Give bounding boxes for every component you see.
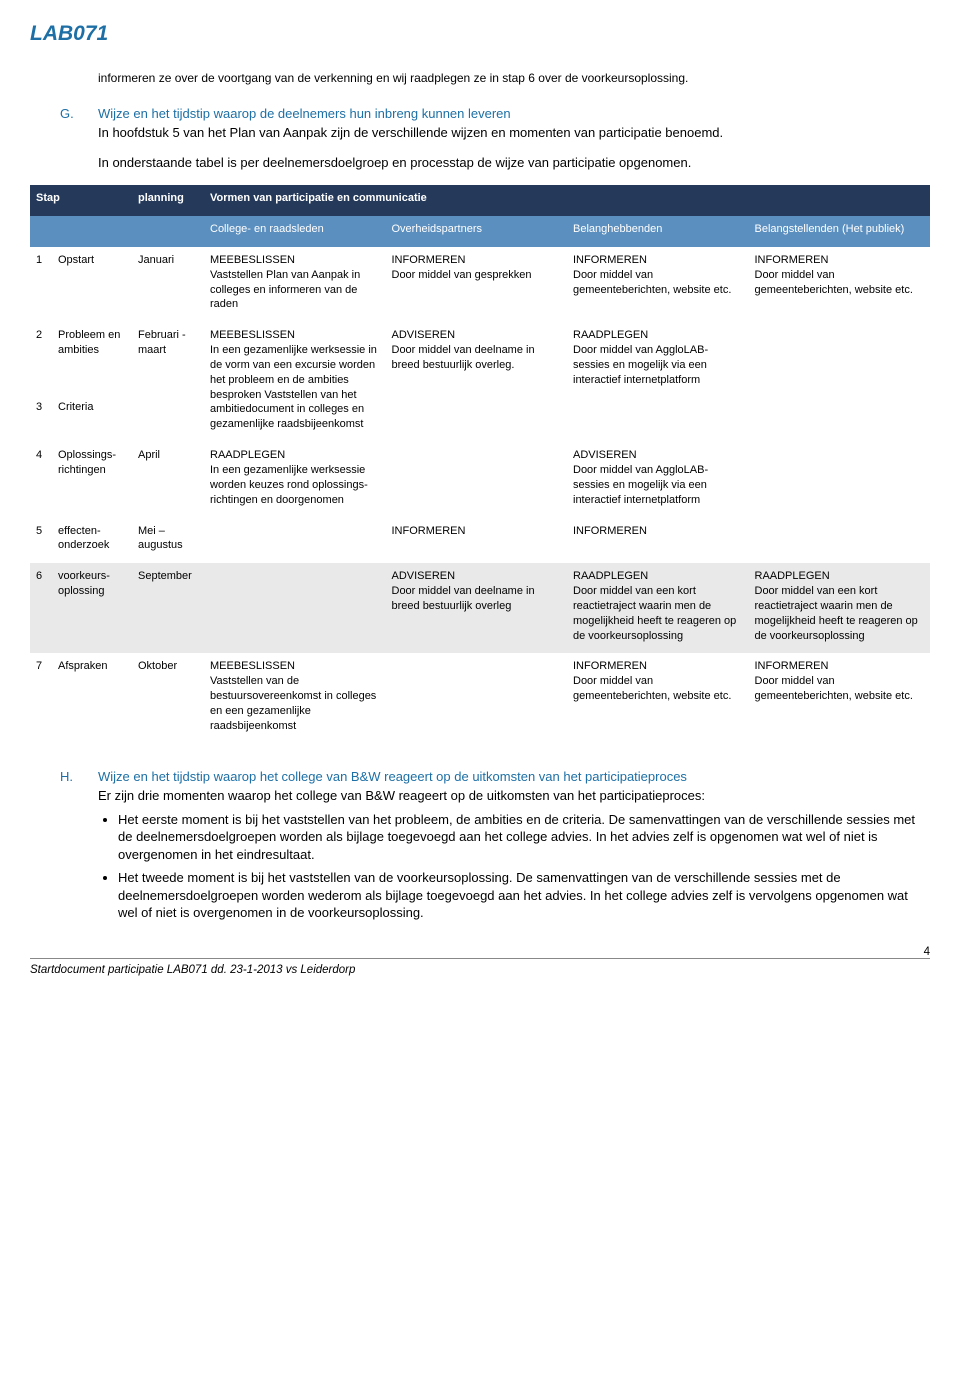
table-header-row-2: College- en raadsleden Overheidspartners… [30, 216, 930, 247]
cell-c1 [204, 563, 386, 653]
table-row: 1 Opstart Januari MEEBESLISSEN Vaststell… [30, 247, 930, 322]
cell-c3: ADVISEREN Door middel van AggloLAB-sessi… [567, 442, 749, 517]
cell-planning: Januari [132, 247, 204, 322]
cell-c1: MEEBESLISSEN Vaststellen van de bestuurs… [204, 653, 386, 743]
table-row: 2 Probleem en ambities Februari - maart … [30, 322, 930, 394]
cell-c2: INFORMEREN [386, 518, 568, 564]
section-g: G. Wijze en het tijdstip waarop de deeln… [60, 105, 930, 172]
cell-planning: April [132, 442, 204, 517]
cell-c3: INFORMEREN Door middel van gemeenteberic… [567, 653, 749, 743]
cell-n: 5 [30, 518, 52, 564]
cell-planning: Februari - maart [132, 322, 204, 394]
cell-n: 2 [30, 322, 52, 394]
doc-header: LAB071 [30, 20, 930, 48]
section-h-bullets: Het eerste moment is bij het vaststellen… [118, 811, 930, 922]
th-c1: College- en raadsleden [204, 216, 386, 247]
table-header-row-1: Stap planning Vormen van participatie en… [30, 185, 930, 216]
participation-table: Stap planning Vormen van participatie en… [30, 185, 930, 743]
cell-n: 7 [30, 653, 52, 743]
bullet-2: Het tweede moment is bij het vaststellen… [118, 869, 930, 922]
section-g-p2: In onderstaande tabel is per deelnemersd… [98, 154, 930, 172]
cell-c2 [386, 653, 568, 743]
cell-stap: Criteria [52, 394, 132, 442]
section-g-p1: In hoofdstuk 5 van het Plan van Aanpak z… [98, 124, 930, 142]
footer-left: Startdocument participatie LAB071 dd. 23… [30, 963, 355, 979]
cell-c2: ADVISEREN Door middel van deelname in br… [386, 563, 568, 653]
cell-c1: MEEBESLISSEN In een gezamenlijke werkses… [204, 322, 386, 442]
th-planning: planning [132, 185, 204, 216]
cell-c1: RAADPLEGEN In een gezamenlijke werksessi… [204, 442, 386, 563]
section-h-letter: H. [60, 768, 98, 928]
cell-c2: INFORMEREN Door middel van gesprekken [386, 247, 568, 322]
cell-c3: RAADPLEGEN Door middel van AggloLAB-sess… [567, 322, 749, 442]
th-c3: Belanghebbenden [567, 216, 749, 247]
cell-c4: INFORMEREN Door middel van gemeenteberic… [749, 247, 931, 322]
table-row: 5 effecten-onderzoek Mei – augustus INFO… [30, 518, 930, 564]
cell-stap: Opstart [52, 247, 132, 322]
cell-n: 1 [30, 247, 52, 322]
cell-stap: Oplossings-richtingen [52, 442, 132, 517]
cell-stap: Afspraken [52, 653, 132, 743]
page-footer: Startdocument participatie LAB071 dd. 23… [30, 958, 930, 979]
cell-stap: Probleem en ambities [52, 322, 132, 394]
th-vormen: Vormen van participatie en communicatie [204, 185, 930, 216]
section-g-letter: G. [60, 105, 98, 172]
cell-c2 [386, 442, 568, 517]
cell-c1: MEEBESLISSEN Vaststellen Plan van Aanpak… [204, 247, 386, 322]
section-g-body: Wijze en het tijdstip waarop de deelneme… [98, 105, 930, 172]
th-c2: Overheidspartners [386, 216, 568, 247]
cell-n: 4 [30, 442, 52, 517]
th-c4: Belangstellenden (Het publiek) [749, 216, 931, 247]
section-g-title: Wijze en het tijdstip waarop de deelneme… [98, 105, 930, 123]
cell-stap: effecten-onderzoek [52, 518, 132, 564]
table-row: 6 voorkeurs-oplossing September ADVISERE… [30, 563, 930, 653]
section-h-title: Wijze en het tijdstip waarop het college… [98, 768, 930, 786]
page-number: 4 [924, 945, 930, 979]
table-row: 7 Afspraken Oktober MEEBESLISSEN Vastste… [30, 653, 930, 743]
cell-c3: RAADPLEGEN Door middel van een kort reac… [567, 563, 749, 653]
cell-c4 [749, 322, 931, 442]
intro-text: informeren ze over de voortgang van de v… [98, 70, 930, 86]
cell-c4: INFORMEREN Door middel van gemeenteberic… [749, 653, 931, 743]
cell-n: 3 [30, 394, 52, 442]
th-stap: Stap [30, 185, 132, 216]
cell-c3: INFORMEREN [567, 518, 749, 564]
cell-c4 [749, 442, 931, 517]
cell-stap: voorkeurs-oplossing [52, 563, 132, 653]
cell-planning: Oktober [132, 653, 204, 743]
cell-c2: ADVISEREN Door middel van deelname in br… [386, 322, 568, 442]
section-h-body: Wijze en het tijdstip waarop het college… [98, 768, 930, 928]
cell-planning: September [132, 563, 204, 653]
table-row: 4 Oplossings-richtingen April RAADPLEGEN… [30, 442, 930, 517]
section-h: H. Wijze en het tijdstip waarop het coll… [60, 768, 930, 928]
cell-c3: INFORMEREN Door middel van gemeenteberic… [567, 247, 749, 322]
cell-n: 6 [30, 563, 52, 653]
cell-c4: RAADPLEGEN Door middel van een kort reac… [749, 563, 931, 653]
cell-planning: Mei – augustus [132, 518, 204, 564]
section-h-p1: Er zijn drie momenten waarop het college… [98, 787, 930, 805]
bullet-1: Het eerste moment is bij het vaststellen… [118, 811, 930, 864]
